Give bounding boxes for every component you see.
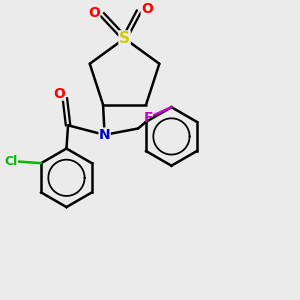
Text: Cl: Cl (4, 155, 17, 168)
Text: O: O (141, 2, 153, 16)
Text: S: S (119, 31, 130, 46)
Text: N: N (99, 128, 110, 142)
Text: O: O (53, 86, 65, 100)
Text: O: O (88, 6, 100, 20)
Text: F: F (143, 111, 153, 125)
